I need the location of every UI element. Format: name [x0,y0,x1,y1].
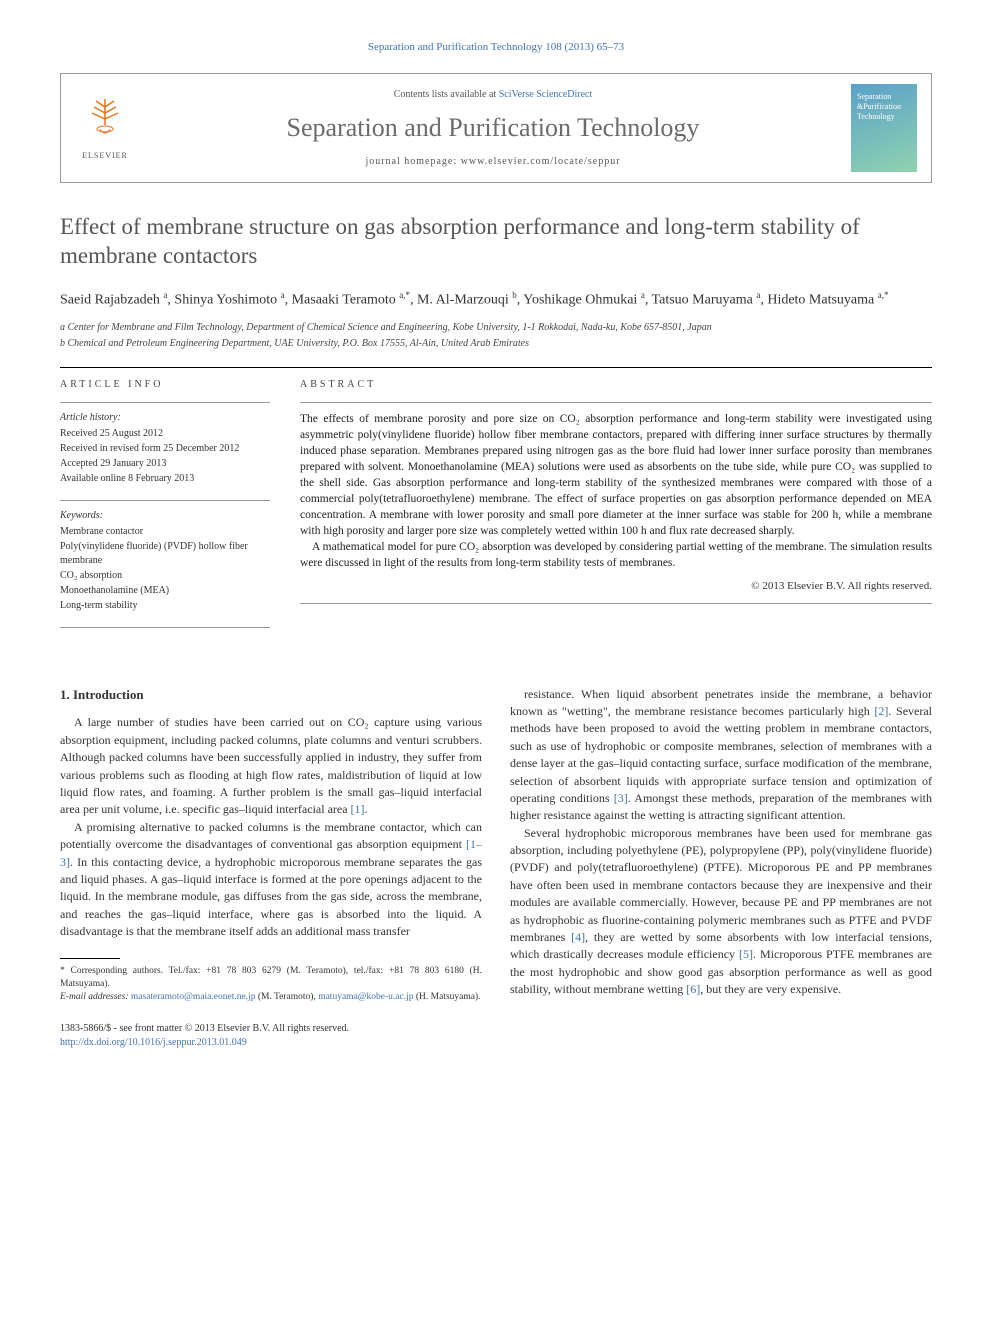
top-citation: Separation and Purification Technology 1… [60,40,932,55]
keyword: Long-term stability [60,599,270,613]
right-column: resistance. When liquid absorbent penetr… [510,686,932,1004]
sciencedirect-link[interactable]: SciVerse ScienceDirect [499,89,593,100]
home-url[interactable]: www.elsevier.com/locate/seppur [461,156,621,167]
email-label: E-mail addresses: [60,992,129,1002]
contents-prefix: Contents lists available at [394,89,499,100]
journal-cover-thumbnail: Separation &Purification Technology [851,84,917,172]
abstract-paragraph: A mathematical model for pure CO₂ absorp… [300,539,932,571]
home-prefix: journal homepage: [365,156,460,167]
affiliations: a Center for Membrane and Film Technolog… [60,321,932,351]
divider-thin [60,627,270,628]
keyword: Monoethanolamine (MEA) [60,584,270,598]
history-line: Received in revised form 25 December 201… [60,442,270,456]
abstract-copyright: © 2013 Elsevier B.V. All rights reserved… [300,579,932,594]
section-heading: 1. Introduction [60,686,482,705]
abstract-text: The effects of membrane porosity and por… [300,411,932,572]
article-history: Article history: Received 25 August 2012… [60,411,270,486]
keywords-heading: Keywords: [60,509,270,523]
contents-line: Contents lists available at SciVerse Sci… [135,88,851,102]
journal-header: ELSEVIER Contents lists available at Sci… [60,73,932,183]
body-paragraph: A large number of studies have been carr… [60,714,482,818]
elsevier-logo: ELSEVIER [75,93,135,163]
history-line: Available online 8 February 2013 [60,472,270,486]
email-footnote: E-mail addresses: masateramoto@maia.eone… [60,991,482,1004]
divider [60,367,932,368]
abstract-label: ABSTRACT [300,378,932,392]
article-info-label: ARTICLE INFO [60,378,270,392]
email-link[interactable]: matuyama@kobe-u.ac.jp [318,992,413,1002]
divider-thin [60,402,270,403]
elsevier-name: ELSEVIER [82,150,128,161]
article-info-column: ARTICLE INFO Article history: Received 2… [60,378,270,636]
history-heading: Article history: [60,411,270,425]
article-title: Effect of membrane structure on gas abso… [60,213,932,271]
cover-line2: &Purification [857,102,901,112]
history-line: Accepted 29 January 2013 [60,457,270,471]
keyword: CO₂ absorption [60,569,270,583]
abstract-column: ABSTRACT The effects of membrane porosit… [300,378,932,636]
abstract-paragraph: The effects of membrane porosity and por… [300,411,932,540]
doi-link[interactable]: http://dx.doi.org/10.1016/j.seppur.2013.… [60,1037,247,1048]
authors: Saeid Rajabzadeh a, Shinya Yoshimoto a, … [60,289,932,311]
divider-thin [300,402,932,403]
body-columns: 1. Introduction A large number of studie… [60,686,932,1004]
elsevier-tree-icon [84,95,126,148]
divider-thin [60,500,270,501]
front-matter: 1383-5866/$ - see front matter © 2013 El… [60,1022,932,1036]
corresponding-footnote: * Corresponding authors. Tel./fax: +81 7… [60,965,482,991]
keywords-block: Keywords: Membrane contactorPoly(vinylid… [60,509,270,613]
info-abstract-row: ARTICLE INFO Article history: Received 2… [60,378,932,636]
email-attribution: (M. Teramoto), [255,992,318,1002]
email-link[interactable]: masateramoto@maia.eonet.ne.jp [131,992,256,1002]
journal-name: Separation and Purification Technology [135,110,851,146]
left-column: 1. Introduction A large number of studie… [60,686,482,1004]
affiliation: a Center for Membrane and Film Technolog… [60,321,932,335]
bottom-meta: 1383-5866/$ - see front matter © 2013 El… [60,1022,932,1050]
body-paragraph: Several hydrophobic microporous membrane… [510,825,932,999]
cover-line3: Technology [857,112,895,122]
keyword: Membrane contactor [60,525,270,539]
email-attribution: (H. Matsuyama). [413,992,480,1002]
affiliation: b Chemical and Petroleum Engineering Dep… [60,337,932,351]
history-line: Received 25 August 2012 [60,427,270,441]
journal-home: journal homepage: www.elsevier.com/locat… [135,155,851,169]
body-paragraph: A promising alternative to packed column… [60,819,482,941]
keyword: Poly(vinylidene fluoride) (PVDF) hollow … [60,540,270,568]
body-paragraph: resistance. When liquid absorbent penetr… [510,686,932,825]
page: Separation and Purification Technology 1… [0,0,992,1080]
header-center: Contents lists available at SciVerse Sci… [135,88,851,168]
footnote-separator [60,958,120,959]
divider-thin [300,603,932,604]
cover-line1: Separation [857,92,891,102]
